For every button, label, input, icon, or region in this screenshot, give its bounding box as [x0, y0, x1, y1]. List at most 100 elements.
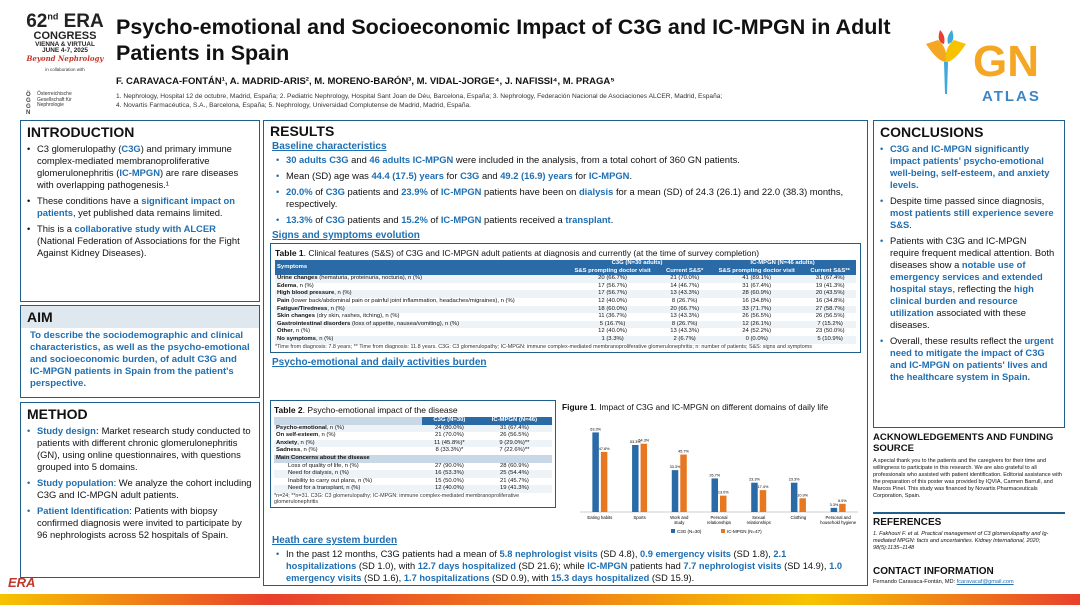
table-cell: 17 (56.7%): [598, 290, 627, 297]
table-cell: 26 (56.5%): [499, 432, 529, 439]
table-cell: 16 (53.3%): [434, 470, 464, 477]
refs-text: 1. Fakhouri F. et al. Practical manageme…: [873, 531, 1049, 551]
legend-swatch: [671, 529, 675, 533]
t1-col-icmpgn: IC-MPGN (N=46 adults): [709, 260, 856, 268]
conclusions-list: C3G and IC-MPGN significantly impact pat…: [874, 143, 1064, 383]
table-cell: 12 (40.0%): [598, 328, 627, 335]
healthcare-section: Heath care system burden In the past 12 …: [264, 535, 864, 588]
method-bullet-1: Study design: Market research study cond…: [27, 425, 253, 473]
table-row: No symptoms, n (%) 1 (3.3%) 2 (6.7%) 0 (0.0…: [275, 335, 856, 344]
table-row: Psycho-emotional, n (%) 24 (80.0%) 31 (67.…: [274, 424, 552, 433]
gn-logo-text: GN: [973, 37, 1039, 86]
era-congress-logo: 62nd ERA CONGRESS VIENNA & VIRTUAL JUNE …: [20, 12, 110, 72]
table-1-caption: Table 1. Clinical features (S&S) of C3G …: [275, 248, 760, 258]
table-cell: 24 (52.2%): [742, 328, 772, 335]
table-cell: 19 (41.3%): [815, 282, 845, 289]
table-cell: Skin changes (dry skin, rashes, itching)…: [277, 313, 400, 320]
table-row: Other, n (%) 12 (40.0%) 13 (43.3%) 24 (52.2…: [275, 328, 856, 336]
gn-atlas-logo: GN ATLAS: [918, 22, 1068, 112]
table-cell: 28 (60.9%): [742, 290, 772, 297]
era-logo-tagline: Beyond Nephrology: [26, 53, 104, 63]
era-logo-city: VIENNA & VIRTUAL: [35, 41, 95, 48]
references: REFERENCES 1. Fakhouri F. et al. Practic…: [873, 517, 1065, 552]
data-label: 54.3%: [638, 439, 649, 443]
table-cell: No symptoms, n (%): [277, 335, 334, 342]
bar-icmpgn: [720, 495, 727, 512]
table-cell: Pain (lower back/abdominal pain or painf…: [277, 297, 515, 304]
table-1-footnote: *Time from diagnosis: 7.8 years; ** Time…: [275, 343, 812, 350]
bar-c3g: [671, 470, 679, 512]
refs-title: REFERENCES: [873, 517, 942, 528]
table-2-grid: C3G (N=30) IC-MPGN (N=46) Psycho-emotiona…: [274, 417, 552, 493]
table-cell: 21 (70.0%): [670, 275, 700, 282]
table-cell: Need for dialysis, n (%): [288, 470, 349, 477]
table-cell: 41 (89.1%): [742, 275, 772, 282]
table-cell: 28 (60.9%): [499, 462, 529, 469]
poster-header: 62nd ERA CONGRESS VIENNA & VIRTUAL JUNE …: [0, 0, 1080, 118]
x-tick-label: Eating habits: [587, 515, 612, 520]
table-cell: 31 (67.4%): [815, 275, 845, 282]
figure-1-chart: 63.3% 47.8% Eating habits 53.3%54.3% Sports 3…: [580, 427, 858, 534]
table-row: Need for a transplant, n (%) 12 (40.0%) 19…: [274, 485, 552, 493]
method-list: Study design: Market research study cond…: [21, 425, 259, 541]
baseline-heading: Baseline characteristics: [272, 141, 387, 152]
table-cell: On self-esteem, n (%): [276, 432, 336, 439]
t1-sub-1: S&S prompting doctor visit: [565, 267, 661, 276]
table-cell: 26 (56.5%): [815, 313, 845, 320]
table-cell: Loss of quality of life, n (%): [288, 462, 359, 469]
data-label: 23.3%: [789, 478, 800, 482]
bar-c3g: [632, 444, 639, 512]
table-cell: 11 (36.7%): [598, 313, 627, 320]
era-logo-word: ERA: [58, 11, 104, 32]
intro-bullet-1: C3 glomerulopathy (C3G) and primary immu…: [27, 143, 253, 191]
table-2-footnote: *n=24; **n=31. C3G: C3 glomerulopathy; I…: [274, 492, 520, 505]
conclusion-3: Patients with C3G and IC-MPGN require fr…: [880, 235, 1058, 331]
affiliation-line-2: 4. Novartis Farmacéutica, S.A., Barcelon…: [116, 102, 472, 109]
contact-line: Fernando Caravaca-Fontán, MD: fcaravacaf…: [873, 579, 1014, 585]
table-1-grid: Symptoms C3G (N=30 adults) IC-MPGN (N=46 a…: [275, 260, 856, 344]
bar-icmpgn: [799, 498, 806, 512]
contact-email-link[interactable]: fcaravacaf@gmail.com: [956, 579, 1014, 585]
table-2: Table 2. Psycho-emotional impact of the …: [270, 400, 556, 508]
table-cell: 27 (58.7%): [815, 305, 845, 312]
table-cell: 12 (26.1%): [742, 320, 772, 327]
signs-heading: Signs and symptoms evolution: [272, 230, 420, 241]
table-row: Gastrointestinal disorders (loss of appe…: [275, 320, 856, 329]
ack-text: A special thank you to the patients and …: [873, 458, 1062, 499]
baseline-bullet-1: 30 adults C3G and 46 adults IC-MPGN were…: [276, 154, 855, 166]
table-cell: 12 (40.0%): [598, 297, 627, 304]
legend-label: IC-MPGN (N=47): [727, 529, 762, 534]
bar-c3g: [711, 478, 718, 512]
data-label: 45.7%: [678, 450, 689, 454]
bar-icmpgn: [680, 454, 687, 512]
divider: [873, 512, 1065, 514]
table-row: Anxiety, n (%) 11 (45.8%)* 9 (29.0%)**: [274, 439, 552, 448]
table-cell: Sadness, n (%): [276, 447, 318, 454]
table-cell: 20 (43.5%): [815, 290, 845, 297]
data-label: 10.9%: [797, 493, 808, 497]
t1-col-symptoms: Symptoms: [275, 260, 565, 276]
table-row: Loss of quality of life, n (%) 27 (90.0%)…: [274, 463, 552, 471]
table-row: Urine changes (hematuria, proteinuria, n…: [275, 275, 856, 283]
conclusion-1: C3G and IC-MPGN significantly impact pat…: [880, 143, 1058, 191]
table-cell: 19 (41.3%): [499, 485, 529, 492]
era-logo-number: 62: [26, 11, 48, 32]
table-cell: 1 (3.3%): [601, 335, 624, 342]
t1-col-c3g: C3G (N=30 adults): [565, 260, 710, 268]
table-cell: 16 (34.8%): [815, 297, 845, 304]
table-row: Skin changes (dry skin, rashes, itching)…: [275, 313, 856, 321]
table-cell: 20 (66.7%): [670, 305, 700, 312]
t2-col-c3g: C3G (N=30): [422, 417, 477, 425]
data-label: 53.3%: [630, 440, 641, 444]
footer-color-bar: [0, 594, 1080, 605]
table-cell: High blood pressure, n (%): [277, 290, 352, 297]
conclusion-4: Overall, these results reflect the urgen…: [880, 335, 1058, 383]
conclusions-title: CONCLUSIONS: [880, 124, 984, 140]
table-cell: Fatigue/Tiredness, n (%): [277, 305, 345, 312]
osg-text: Österreichische Gesellschaft für Nephrol…: [37, 91, 72, 108]
era-logo-sup: nd: [47, 11, 59, 22]
table-cell: 8 (26.7%): [671, 320, 698, 327]
bar-c3g: [830, 507, 838, 512]
x-tick-label: relationships: [707, 520, 731, 525]
